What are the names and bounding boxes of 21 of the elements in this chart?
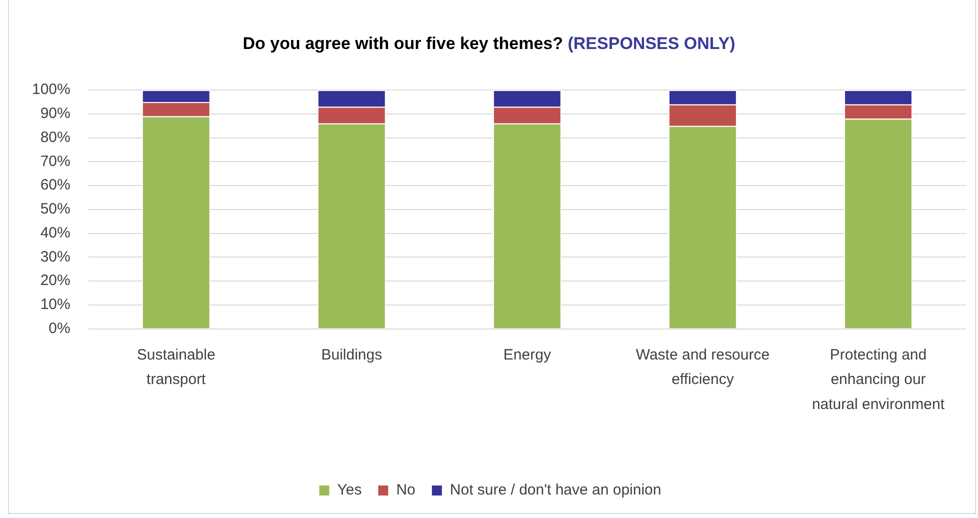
y-tick-label: 100% — [32, 81, 70, 98]
x-tick-label: Buildings — [321, 346, 382, 364]
y-tick-label: 50% — [40, 200, 70, 218]
legend-label: No — [396, 482, 416, 499]
y-tick-label: 20% — [40, 272, 70, 290]
legend-label: Yes — [337, 482, 362, 499]
y-tick-label: 30% — [40, 248, 70, 266]
y-tick-label: 0% — [48, 320, 70, 337]
y-tick-label: 40% — [40, 224, 70, 242]
chart-title: Do you agree with our five key themes? — [242, 34, 563, 53]
legend-label: Not sure / don't have an opinion — [450, 482, 662, 499]
x-tick-label: Energy — [503, 346, 552, 364]
chart-subtitle: (RESPONSES ONLY) — [568, 34, 736, 53]
y-tick-label: 80% — [40, 128, 70, 146]
x-tick-label: Sustainable transport — [136, 346, 216, 388]
x-tick-label: Waste and resource efficiency — [636, 346, 770, 388]
y-tick-label: 10% — [40, 296, 70, 314]
x-tick-label: Protecting and enhancing our natural environment — [812, 346, 946, 413]
y-tick-label: 70% — [40, 152, 70, 170]
y-tick-label: 90% — [40, 105, 70, 122]
y-tick-label: 60% — [40, 176, 70, 194]
